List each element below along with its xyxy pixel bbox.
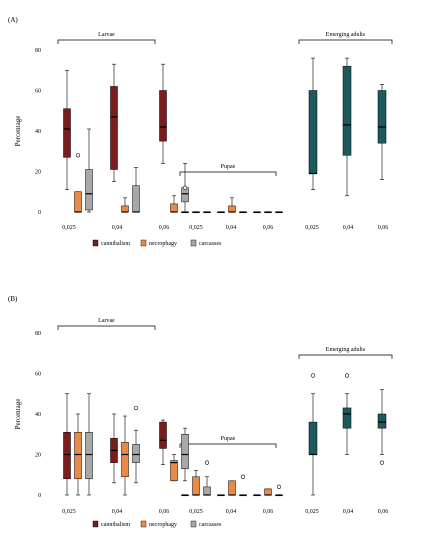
box-cannibalism bbox=[110, 86, 118, 170]
y-tick-label: 0 bbox=[38, 493, 41, 499]
box-necrophagy bbox=[228, 205, 236, 213]
legend-label: carcasses bbox=[199, 522, 222, 528]
box-carcasses bbox=[132, 444, 140, 463]
y-tick-label: 60 bbox=[35, 89, 41, 95]
box-carcasses bbox=[181, 187, 189, 203]
box-outlier bbox=[133, 405, 139, 411]
x-tick-label: 0,025 bbox=[189, 225, 203, 231]
box-outlier bbox=[344, 373, 350, 378]
box-necrophagy bbox=[121, 205, 129, 213]
x-tick-label: 0,025 bbox=[305, 509, 319, 515]
box-emerging bbox=[308, 90, 318, 174]
box-emerging bbox=[377, 90, 387, 144]
x-tick-label: 0,04 bbox=[112, 225, 123, 231]
box-cannibalism bbox=[63, 431, 71, 480]
panel-b: (B) Percentage 0 20 40 60 80 0,025 0,04 0,06 0,025… bbox=[8, 295, 393, 528]
box-outlier bbox=[204, 460, 210, 465]
box-necrophagy bbox=[74, 191, 82, 213]
x-tick-label: 0,025 bbox=[305, 225, 319, 231]
legend-swatch-necrophagy bbox=[140, 239, 147, 247]
group-label: Emerging adults bbox=[326, 347, 366, 353]
box-carcasses bbox=[203, 486, 211, 496]
group-bracket bbox=[179, 171, 277, 176]
box-carcasses bbox=[85, 431, 93, 480]
legend-label: necrophagy bbox=[149, 522, 177, 528]
box-emerging bbox=[342, 407, 352, 429]
legend-swatch-necrophagy bbox=[140, 520, 147, 528]
legend-label: carcasses bbox=[199, 241, 222, 247]
group-label: Pupae bbox=[221, 436, 236, 442]
box-emerging bbox=[308, 421, 318, 455]
box-cannibalism bbox=[159, 90, 167, 142]
x-tick-label: 0,04 bbox=[343, 509, 354, 515]
group-bracket bbox=[57, 39, 156, 44]
x-tick-label: 0,04 bbox=[343, 225, 354, 231]
y-tick-label: 20 bbox=[35, 453, 41, 459]
legend-label: cannibalism bbox=[101, 241, 130, 247]
box-necrophagy bbox=[170, 203, 178, 213]
y-tick-label: 80 bbox=[35, 331, 41, 337]
y-axis-label: Percentage bbox=[14, 399, 22, 430]
box-emerging bbox=[377, 413, 387, 429]
box-outlier bbox=[240, 474, 246, 479]
box-necrophagy bbox=[264, 488, 272, 496]
box-outlier bbox=[310, 373, 316, 378]
x-tick-label: 0,06 bbox=[378, 225, 389, 231]
y-tick-label: 80 bbox=[35, 48, 41, 54]
legend-swatch-carcasses bbox=[190, 239, 197, 247]
y-tick-label: 40 bbox=[35, 412, 41, 418]
box-cannibalism bbox=[63, 108, 71, 158]
group-bracket bbox=[298, 354, 393, 359]
box-carcasses bbox=[85, 169, 93, 211]
x-tick-label: 0,025 bbox=[189, 509, 203, 515]
box-cannibalism bbox=[159, 421, 167, 449]
y-tick-label: 40 bbox=[35, 129, 41, 135]
panel-label: (A) bbox=[8, 16, 18, 24]
box-emerging bbox=[342, 65, 352, 156]
y-tick-label: 20 bbox=[35, 170, 41, 176]
x-tick-label: 0,04 bbox=[112, 509, 123, 515]
x-tick-label: 0,06 bbox=[263, 509, 274, 515]
panel-label: (B) bbox=[8, 295, 18, 303]
box-outlier bbox=[75, 153, 81, 158]
group-bracket bbox=[298, 39, 393, 44]
box-necrophagy bbox=[170, 460, 178, 482]
group-label: Larvae bbox=[98, 32, 115, 38]
x-tick-label: 0,06 bbox=[378, 509, 389, 515]
x-tick-label: 0,025 bbox=[62, 509, 76, 515]
panel-a: (A) Percentage 0 20 40 60 80 0,025 0,04 0,06 0,025… bbox=[8, 16, 393, 247]
box-necrophagy bbox=[192, 476, 200, 496]
box-carcasses bbox=[132, 185, 140, 213]
x-tick-label: 0,06 bbox=[263, 225, 274, 231]
y-tick-label: 60 bbox=[35, 372, 41, 378]
group-label: Larvae bbox=[98, 318, 115, 324]
box-outlier bbox=[276, 484, 282, 490]
legend-swatch-carcasses bbox=[190, 520, 197, 528]
legend-swatch-cannibalism bbox=[92, 520, 99, 528]
group-bracket bbox=[179, 443, 277, 448]
group-bracket bbox=[57, 325, 156, 330]
legend-label: cannibalism bbox=[101, 522, 130, 528]
box-necrophagy bbox=[74, 431, 82, 480]
group-label: Emerging adults bbox=[326, 32, 366, 38]
box-necrophagy bbox=[121, 442, 129, 478]
y-axis-label: Percentage bbox=[14, 116, 22, 147]
x-tick-label: 0,06 bbox=[159, 509, 170, 515]
x-tick-label: 0,04 bbox=[226, 225, 237, 231]
legend-swatch-cannibalism bbox=[92, 239, 99, 247]
group-label: Pupae bbox=[221, 164, 236, 170]
box-necrophagy bbox=[228, 480, 236, 496]
legend-label: necrophagy bbox=[149, 241, 177, 247]
box-outlier bbox=[182, 185, 188, 190]
x-tick-label: 0,06 bbox=[159, 225, 170, 231]
box-carcasses bbox=[181, 434, 189, 469]
x-tick-label: 0,025 bbox=[62, 225, 76, 231]
y-tick-label: 0 bbox=[38, 210, 41, 216]
x-tick-label: 0,04 bbox=[226, 509, 237, 515]
box-outlier bbox=[379, 460, 385, 465]
